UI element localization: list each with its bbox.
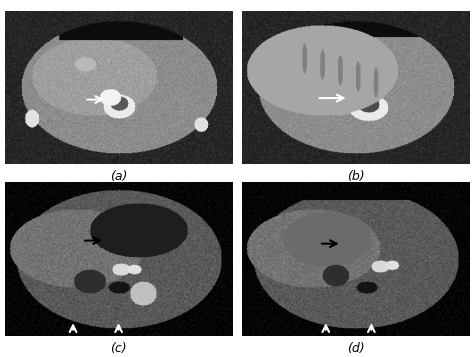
Text: (c): (c) [110, 342, 127, 355]
Text: (d): (d) [346, 342, 364, 355]
Text: (b): (b) [346, 170, 364, 183]
Text: (a): (a) [110, 170, 128, 183]
